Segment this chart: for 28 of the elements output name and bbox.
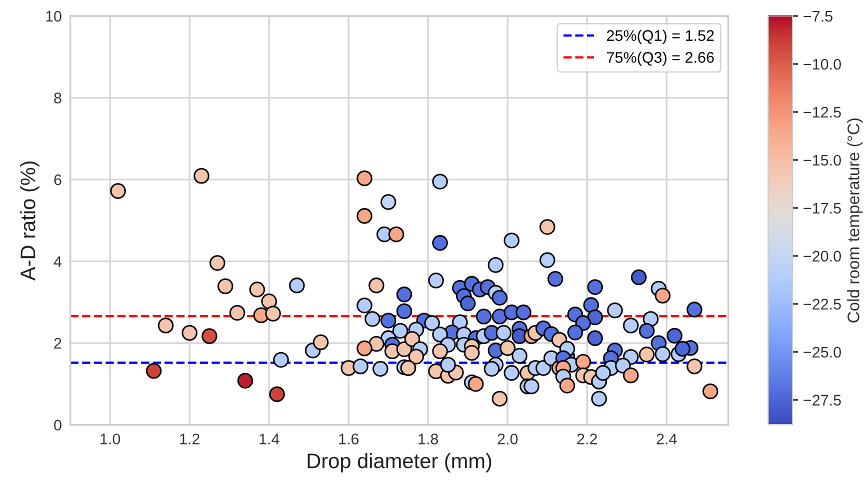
y-tick-label: 10 <box>46 10 62 22</box>
color-bar-label: −7.5 <box>804 11 832 22</box>
color-bar-label: −27.5 <box>804 394 841 406</box>
color-bar-label: −15.0 <box>804 154 841 166</box>
x-tick-label: 2.0 <box>498 434 518 444</box>
color-bar-title: Cold room temperature (°C) <box>847 118 863 322</box>
x-tick-label: 2.2 <box>577 434 597 444</box>
x-tick-label: 1.0 <box>100 434 120 444</box>
y-tick-label: 6 <box>54 174 62 186</box>
legend-label: 25%(Q1) = 1.52 <box>606 30 714 44</box>
x-axis-title: Drop diameter (mm) <box>308 452 492 472</box>
color-bar-label: −10.0 <box>804 58 841 70</box>
color-bar-label: −25.0 <box>804 346 841 358</box>
y-tick-label: 0 <box>54 420 62 431</box>
y-axis-title: A-D ratio (%) <box>20 162 40 281</box>
x-tick-label: 2.4 <box>656 434 677 444</box>
x-tick-label: 1.8 <box>418 434 438 444</box>
x-tick-label: 1.6 <box>339 434 359 444</box>
y-tick-label: 8 <box>54 92 62 104</box>
y-tick-label: 2 <box>54 338 62 349</box>
x-tick-label: 1.4 <box>260 434 280 444</box>
color-bar-label: −20.0 <box>804 250 841 262</box>
legend-label: 75%(Q3) = 2.66 <box>607 52 714 66</box>
y-tick-label: 4 <box>54 256 62 267</box>
color-bar-label: −12.5 <box>804 106 841 118</box>
color-bar-label: −22.5 <box>804 298 841 310</box>
x-tick-label: 1.2 <box>180 434 200 444</box>
color-bar-label: −17.5 <box>804 202 841 214</box>
